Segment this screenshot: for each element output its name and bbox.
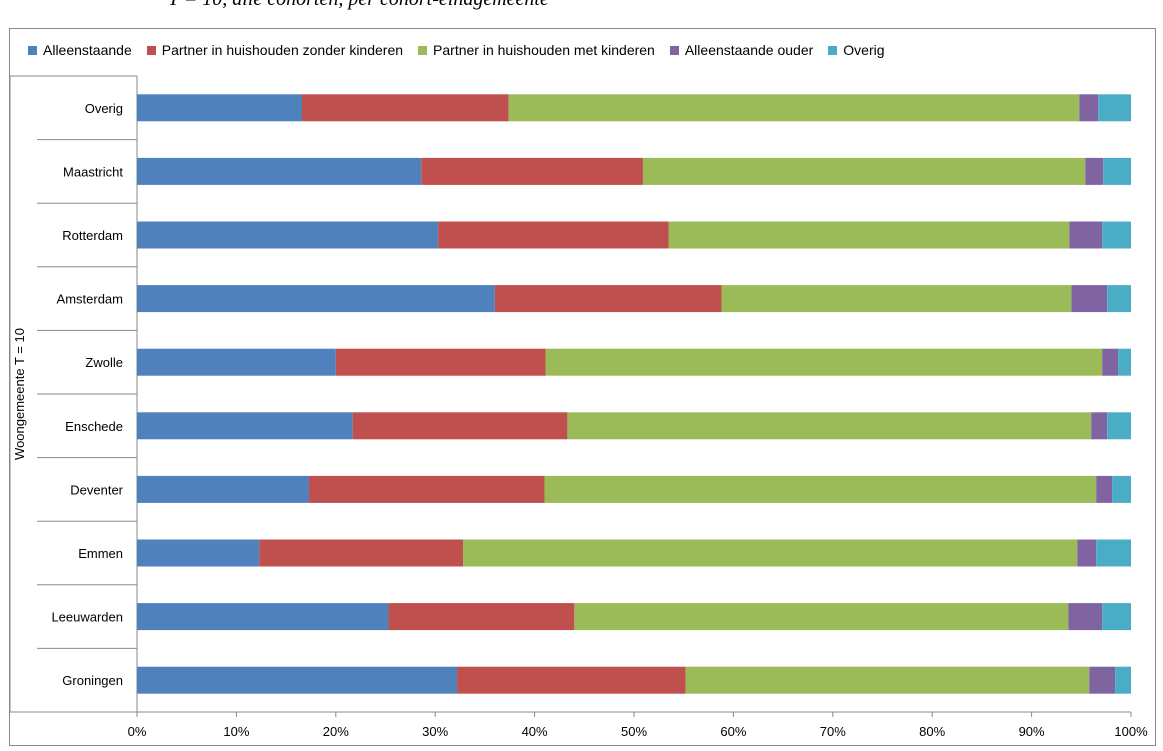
x-tick-label: 80% — [919, 724, 945, 739]
x-tick-label: 50% — [621, 724, 647, 739]
category-label: Rotterdam — [62, 228, 123, 243]
bar-segment — [1096, 539, 1131, 567]
bar-segment — [463, 539, 1078, 567]
bar-segment — [1115, 666, 1131, 694]
bar-segment — [137, 157, 422, 185]
bar-segment — [335, 348, 546, 376]
bar-segment — [137, 285, 495, 313]
legend-label: Partner in huishouden zonder kinderen — [161, 42, 404, 58]
category-label: Enschede — [65, 419, 123, 434]
bar-segment — [1069, 221, 1103, 249]
x-tick-label: 0% — [128, 724, 147, 739]
bar-segment — [545, 348, 1103, 376]
bar-segment — [259, 539, 464, 567]
chart-caption: T = 10, alle cohorten, per cohort-eindge… — [168, 0, 549, 11]
x-tick-label: 40% — [522, 724, 548, 739]
legend-swatch — [669, 45, 679, 55]
bar-segment — [1118, 348, 1131, 376]
legend-swatch — [146, 45, 156, 55]
category-label: Emmen — [78, 546, 123, 561]
legend-item: Partner in huishouden zonder kinderen — [146, 42, 404, 58]
bar-segment — [1107, 285, 1131, 313]
bar-segment — [1077, 539, 1097, 567]
category-label: Amsterdam — [57, 292, 123, 307]
legend-item: Overig — [828, 42, 885, 58]
bar-segment — [137, 94, 303, 122]
category-label: Overig — [85, 101, 123, 116]
bar-segment — [308, 475, 545, 503]
bar-segment — [494, 285, 722, 313]
bar-segment — [1079, 94, 1099, 122]
bar-segment — [1103, 157, 1131, 185]
x-tick-label: 20% — [323, 724, 349, 739]
bar-segment — [137, 221, 439, 249]
category-label: Groningen — [62, 673, 123, 688]
category-label: Maastricht — [63, 164, 123, 179]
bar-segment — [1107, 412, 1131, 440]
legend-swatch — [28, 45, 37, 55]
x-tick-label: 90% — [1019, 724, 1045, 739]
x-tick-label: 30% — [422, 724, 448, 739]
legend-item: Partner in huishouden met kinderen — [418, 42, 655, 58]
bar-segment — [1098, 94, 1131, 122]
legend-swatch — [828, 45, 838, 55]
bar-segment — [1102, 348, 1119, 376]
bar-segment — [574, 603, 1069, 631]
legend-label: Alleenstaande — [43, 42, 132, 58]
legend-swatch — [418, 45, 428, 55]
x-tick-label: 100% — [1114, 724, 1148, 739]
bar-segment — [137, 412, 353, 440]
bar-segment — [438, 221, 669, 249]
bar-segment — [137, 348, 336, 376]
bar-segment — [1089, 666, 1116, 694]
bar-segment — [1071, 285, 1108, 313]
y-axis-label: Woongemeente T = 10 — [12, 328, 27, 460]
bar-segment — [421, 157, 643, 185]
x-tick-label: 60% — [720, 724, 746, 739]
category-label: Zwolle — [85, 355, 123, 370]
bar-segment — [1068, 603, 1103, 631]
bar-segment — [508, 94, 1080, 122]
bar-segment — [1112, 475, 1131, 503]
bar-segment — [352, 412, 568, 440]
bar-segment — [1085, 157, 1104, 185]
bar-segment — [668, 221, 1070, 249]
bar-segment — [388, 603, 575, 631]
bar-segment — [457, 666, 686, 694]
x-tick-label: 70% — [820, 724, 846, 739]
bar-segment — [1096, 475, 1113, 503]
legend-label: Alleenstaande ouder — [684, 42, 814, 58]
legend-item: Alleenstaande ouder — [669, 42, 814, 58]
legend-label: Overig — [843, 42, 885, 58]
bar-segment — [302, 94, 509, 122]
bar-segment — [567, 412, 1092, 440]
bar-segment — [137, 603, 389, 631]
x-tick-label: 10% — [223, 724, 249, 739]
bar-segment — [137, 475, 309, 503]
bar-segment — [1102, 221, 1131, 249]
bar-segment — [544, 475, 1097, 503]
category-label: Deventer — [70, 482, 123, 497]
chart-legend: Alleenstaande Partner in huishouden zonde… — [28, 40, 900, 60]
legend-label: Partner in huishouden met kinderen — [433, 42, 655, 58]
bar-segment — [1091, 412, 1108, 440]
bar-segment — [137, 539, 260, 567]
bar-segment — [137, 666, 458, 694]
bar-segment — [1102, 603, 1131, 631]
bar-segment — [685, 666, 1090, 694]
bar-segment — [642, 157, 1086, 185]
legend-item: Alleenstaande — [28, 42, 132, 58]
category-label: Leeuwarden — [51, 610, 123, 625]
bar-segment — [721, 285, 1072, 313]
